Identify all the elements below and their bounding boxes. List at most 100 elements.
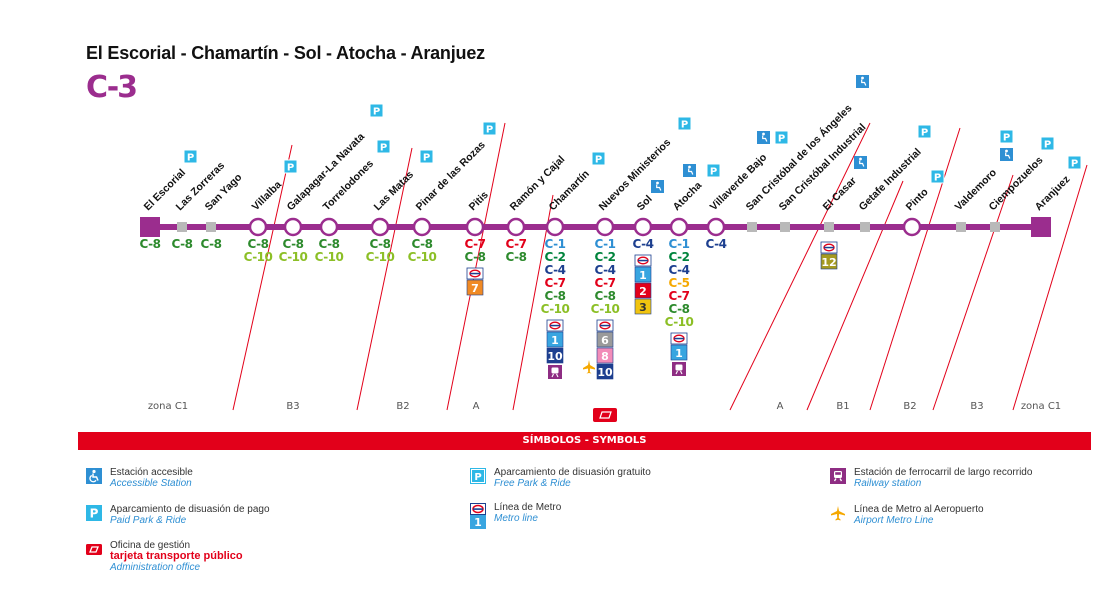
connection-line-label: C-8 [465,250,486,264]
zone-boundary-line [729,122,871,411]
metro-line-number: 2 [639,285,647,298]
station-atocha[interactable]: Atocha C-1C-2C-4C-5C-7C-8C-10 1 [665,179,705,376]
station-name: Las Zorreras [174,160,228,214]
metro-line-badge [546,347,564,364]
interchange-station-marker [412,217,432,237]
train-icon-rails [551,373,559,378]
connection-line-label: C-1 [595,237,616,251]
metro-line-badge [670,344,688,361]
station-stop-marker [824,222,834,232]
parking-icon [1040,136,1055,151]
parking-icon [376,139,391,154]
paid-parking-icon: P [86,505,102,521]
parking-icon [369,103,384,118]
legend-airport: Línea de Metro al Aeropuerto Airport Met… [830,504,984,526]
metro-line-badge [634,298,652,315]
metro-line-number: 7 [471,282,479,295]
metro-line-badge [820,253,838,270]
legend-free-parking: P Aparcamiento de disuasión gratuito Fre… [470,467,651,489]
interchange-station-marker [669,217,689,237]
connection-line-label: C-2 [545,250,566,264]
connection-line-label: C-1 [545,237,566,251]
metro-logo-bar [674,337,684,340]
connection-line-label: C-4 [706,237,727,251]
accessible-icon-head [762,132,765,136]
connection-line-label: C-10 [541,302,570,316]
legend-metro-en: Metro line [494,513,538,524]
station-name: Nuevos Ministerios [597,136,674,213]
metro-line-badge [634,266,652,283]
interchange-station-marker [633,217,653,237]
parking-icon [917,124,932,139]
legend-airport-en: Airport Metro Line [854,515,934,526]
parking-icon [482,121,497,136]
zone-label: zona C1 [1021,401,1061,412]
connection-line-label: C-2 [669,250,690,264]
zone-label: zona C1 [148,401,188,412]
symbols-header: SÍMBOLOS - SYMBOLS [78,432,1091,450]
metro-line-icon: 1 [470,503,486,529]
train-icon-body [551,367,559,374]
interchange-station-marker [283,217,303,237]
connection-line-label: C-7 [545,276,566,290]
connection-line-label: C-8 [506,250,527,264]
station-el-casar[interactable]: El Casar 12 [820,156,867,270]
parking-icon-letter: P [710,167,717,178]
zone-boundary-line [1012,164,1088,411]
zone-label: B2 [396,401,409,412]
svg-text:P: P [474,472,481,483]
transport-card-shape [599,411,612,419]
zone-label: B3 [970,401,983,412]
legend-accessible-en: Accessible Station [110,478,192,489]
metro-line-number: 1 [551,334,559,347]
interchange-station-marker [248,217,268,237]
connection-line-label: C-8 [669,302,690,316]
metro-line-number: 1 [675,347,683,360]
legend-railway-es: Estación de ferrocarril de largo recorri… [854,467,1033,478]
parking-icon [706,163,721,178]
train-icon-rails [675,370,683,375]
station-stop-marker [747,222,757,232]
connection-line-label: C-7 [465,237,486,251]
metro-logo-bar [824,246,834,249]
station-name: El Casar [821,175,859,213]
legend-paid-parking-es: Aparcamiento de disuasión de pago [110,504,270,515]
station-stop-marker [780,222,790,232]
accessible-icon-head [861,76,864,80]
zone-boundary-line [806,180,904,411]
train-icon-body [675,364,683,371]
parking-icon-letter: P [1044,140,1051,151]
parking-icon [419,149,434,164]
connection-line-label: C-10 [244,250,273,264]
metro-line-badge [596,347,614,364]
parking-icon-letter: P [380,143,387,154]
parking-icon-letter: P [595,155,602,166]
train-icon [830,468,846,484]
interchange-station-marker [506,217,526,237]
station-name: Pinto [904,186,931,213]
transport-card-office-icon [593,408,617,422]
page-title: El Escorial - Chamartín - Sol - Atocha -… [86,43,485,63]
metro-line-number: 6 [601,334,609,347]
interchange-station-marker [595,217,615,237]
interchange-station-marker [706,217,726,237]
metro-line-number: 10 [597,366,613,379]
metro-line-number: 3 [639,301,647,314]
parking-icon [930,169,945,184]
parking-icon [591,151,606,166]
station-name: Atocha [671,179,705,213]
zone-label: B1 [836,401,849,412]
accessible-icon-body [688,168,694,175]
parking-icon-letter: P [921,128,928,139]
parking-icon-letter: P [681,120,688,131]
line-code-badge: C-3 [86,70,138,105]
metro-logo-bar [638,259,648,262]
accessible-icon-body [859,160,865,167]
connection-line-label: C-10 [279,250,308,264]
parking-icon [1067,155,1082,170]
